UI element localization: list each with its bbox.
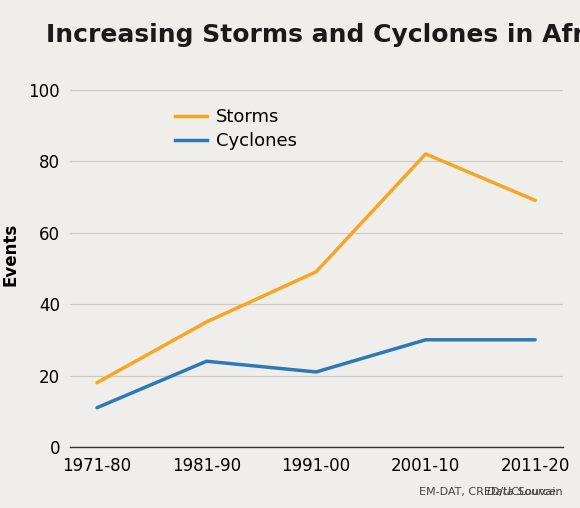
Text: EM-DAT, CRED/UCLouvain: EM-DAT, CRED/UCLouvain xyxy=(419,487,563,497)
Text: EM-DAT, CRED/UCLouvain: EM-DAT, CRED/UCLouvain xyxy=(0,507,1,508)
Text: Increasing Storms and Cyclones in Africa: Increasing Storms and Cyclones in Africa xyxy=(46,23,580,47)
Y-axis label: Events: Events xyxy=(2,223,20,285)
Legend: Storms, Cyclones: Storms, Cyclones xyxy=(168,101,304,157)
Text: EM-DAT, CRED/UCLouvain: EM-DAT, CRED/UCLouvain xyxy=(0,507,1,508)
Text: Data Source:: Data Source: xyxy=(487,487,563,497)
